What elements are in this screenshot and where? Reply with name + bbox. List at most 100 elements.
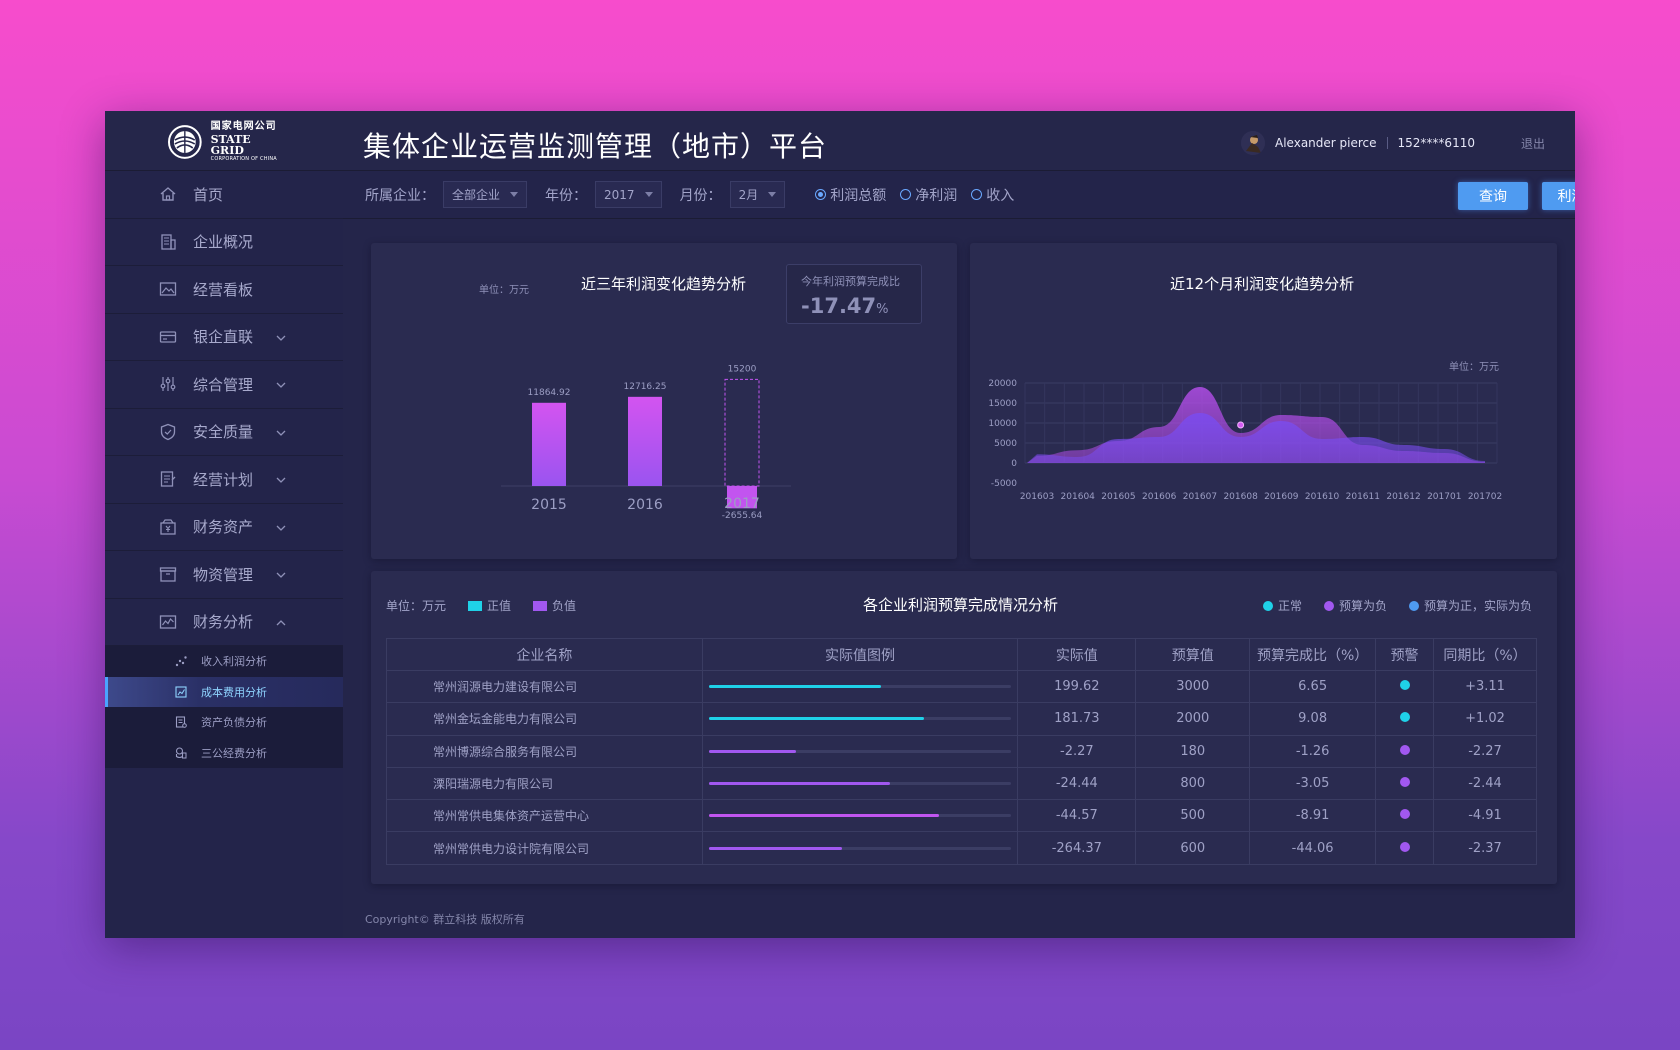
month-filter-label: 月份： (679, 187, 722, 204)
year-select-value: 2017 (604, 187, 635, 202)
actual-bar-cell (701, 669, 1019, 704)
table-row[interactable]: 常州润源电力建设有限公司 199.62 3000 6.65 +3.11 (386, 669, 1537, 704)
monthly-unit-label: 单位：万元 (1449, 362, 1499, 373)
chevron-down-icon[interactable] (275, 569, 287, 581)
table-legend-right: 正常 预算为负 预算为正，实际为负 (1263, 597, 1532, 614)
chevron-down-icon[interactable] (275, 332, 287, 344)
year-select[interactable]: 2017 (595, 181, 662, 208)
bar-track (708, 685, 1012, 689)
warning-dot (1399, 777, 1410, 788)
warning-dot (1399, 744, 1410, 755)
x-tick-label: 201605 (1101, 492, 1135, 502)
company-name-cell: 常州博源综合服务有限公司 (386, 734, 703, 768)
yearly-panel-title: 近三年利润变化趋势分析 (581, 275, 747, 293)
radio-total-profit[interactable]: 利润总额 (815, 185, 886, 205)
sidebar-item-home[interactable]: 首页 (105, 171, 343, 219)
submenu-item-three-public[interactable]: 三公经费分析 (105, 738, 343, 769)
budget-value-cell: 2000 (1135, 702, 1251, 736)
box-icon (159, 565, 177, 583)
avatar[interactable] (1241, 131, 1266, 155)
budget-pos-actual-neg-dot (1409, 600, 1420, 611)
column-header[interactable]: 实际值 (1017, 638, 1137, 671)
table-row[interactable]: 常州常供电力设计院有限公司 -264.37 600 -44.06 -2.37 (386, 831, 1537, 865)
warning-dot (1399, 712, 1410, 723)
bar-track (708, 782, 1012, 786)
company-name-cell: 常州金坛金能电力有限公司 (386, 702, 703, 736)
chevron-down-icon[interactable] (275, 379, 287, 391)
submenu-item-assets-liabilities[interactable]: 资产负债分析 (105, 707, 343, 738)
table-unit-label: 单位：万元 (386, 599, 447, 613)
negative-swatch (533, 600, 548, 611)
sidebar-item-financial-assets[interactable]: 财务资产 (105, 504, 343, 551)
column-header[interactable]: 实际值图例 (701, 638, 1019, 671)
actual-value-cell: -44.57 (1017, 799, 1137, 833)
y-tick-label: 0 (1011, 459, 1017, 469)
bar-track (708, 814, 1012, 818)
header: 国家电网公司 STATE GRID CORPORATION OF CHINA 集… (105, 111, 1575, 171)
bar-value-label: -2655.64 (722, 511, 763, 521)
submenu-item-label: 收入利润分析 (201, 655, 267, 669)
sidebar-item-label: 财务资产 (193, 518, 254, 537)
bar-track (708, 717, 1012, 721)
sidebar-item-label: 银企直联 (193, 328, 254, 347)
column-header[interactable]: 预算值 (1135, 638, 1251, 671)
chevron-down-icon[interactable] (275, 474, 287, 486)
chart-box-icon (175, 686, 187, 698)
sidebar-item-label: 经营看板 (193, 280, 254, 299)
radio-net-profit[interactable]: 净利润 (900, 185, 957, 205)
radio-revenue[interactable]: 收入 (971, 185, 1014, 205)
kpi-value: -17.47% (801, 294, 921, 318)
chevron-up-icon[interactable] (275, 617, 287, 629)
sliders-icon (159, 375, 177, 393)
month-select[interactable]: 2月 (729, 181, 786, 208)
x-tick-label: 201610 (1305, 492, 1340, 502)
submenu-item-label: 三公经费分析 (201, 746, 267, 760)
completion-ratio-cell: -44.06 (1249, 831, 1377, 865)
column-header[interactable]: 同期比（%） (1433, 638, 1537, 671)
sidebar-item-general-mgmt[interactable]: 综合管理 (105, 361, 343, 409)
sidebar-item-financial-analysis[interactable]: 财务分析 (105, 599, 343, 646)
query-button[interactable]: 查询 (1458, 182, 1528, 210)
yoy-cell: -4.91 (1433, 799, 1537, 833)
table-row[interactable]: 常州金坛金能电力有限公司 181.73 2000 9.08 +1.02 (386, 702, 1537, 736)
copyright-text: Copyright© 群立科技 版权所有 (365, 913, 525, 926)
category-label: 2016 (627, 497, 663, 513)
chevron-down-icon[interactable] (275, 522, 287, 534)
company-filter-label: 所属企业： (365, 187, 435, 204)
sidebar-item-label: 物资管理 (193, 565, 254, 584)
profit-source-button[interactable]: 利润来源分析 (1542, 182, 1575, 210)
warning-dot (1399, 841, 1410, 852)
column-header[interactable]: 预算完成比（%） (1249, 638, 1377, 671)
table-row[interactable]: 溧阳瑞源电力有限公司 -24.44 800 -3.05 -2.44 (386, 766, 1537, 801)
column-header[interactable]: 企业名称 (386, 638, 703, 671)
category-label: 2017 (724, 496, 760, 512)
company-select[interactable]: 全部企业 (443, 181, 528, 208)
app-window: 国家电网公司 STATE GRID CORPORATION OF CHINA 集… (105, 111, 1575, 938)
sidebar-item-business-board[interactable]: 经营看板 (105, 266, 343, 314)
negative-legend-label: 负值 (552, 599, 577, 613)
sidebar-item-materials[interactable]: 物资管理 (105, 551, 343, 599)
sidebar-item-bank-link[interactable]: 银企直联 (105, 314, 343, 361)
actual-bar-cell (701, 799, 1019, 833)
actual-bar (708, 749, 797, 753)
sidebar-item-safety-quality[interactable]: 安全质量 (105, 409, 343, 456)
sidebar-item-business-plan[interactable]: 经营计划 (105, 456, 343, 504)
submenu-item-revenue-profit[interactable]: 收入利润分析 (105, 646, 343, 677)
state-grid-logo[interactable]: 国家电网公司 STATE GRID CORPORATION OF CHINA (167, 122, 287, 162)
sidebar-item-company-overview[interactable]: 企业概况 (105, 219, 343, 266)
warning-cell (1375, 669, 1435, 704)
warning-cell (1375, 702, 1435, 736)
budget-table-panel: 单位：万元 正值 负值 各企业利润预算完成情况分析 正常 预算为负 预算为正，实… (371, 571, 1557, 884)
column-header[interactable]: 预警 (1375, 638, 1435, 671)
logout-link[interactable]: 退出 (1520, 136, 1545, 151)
image-board-icon (159, 280, 177, 298)
table-row[interactable]: 常州常供电集体资产运营中心 -44.57 500 -8.91 -4.91 (386, 799, 1537, 833)
submenu-item-cost-expense[interactable]: 成本费用分析 (105, 676, 343, 707)
radio-circle-icon (971, 189, 983, 200)
state-grid-logo-icon (167, 125, 202, 159)
actual-bar-cell (701, 766, 1019, 801)
actual-value-cell: 199.62 (1017, 669, 1137, 704)
table-row[interactable]: 常州博源综合服务有限公司 -2.27 180 -1.26 -2.27 (386, 734, 1537, 768)
chevron-down-icon[interactable] (275, 427, 287, 439)
x-tick-label: 201604 (1061, 492, 1096, 502)
